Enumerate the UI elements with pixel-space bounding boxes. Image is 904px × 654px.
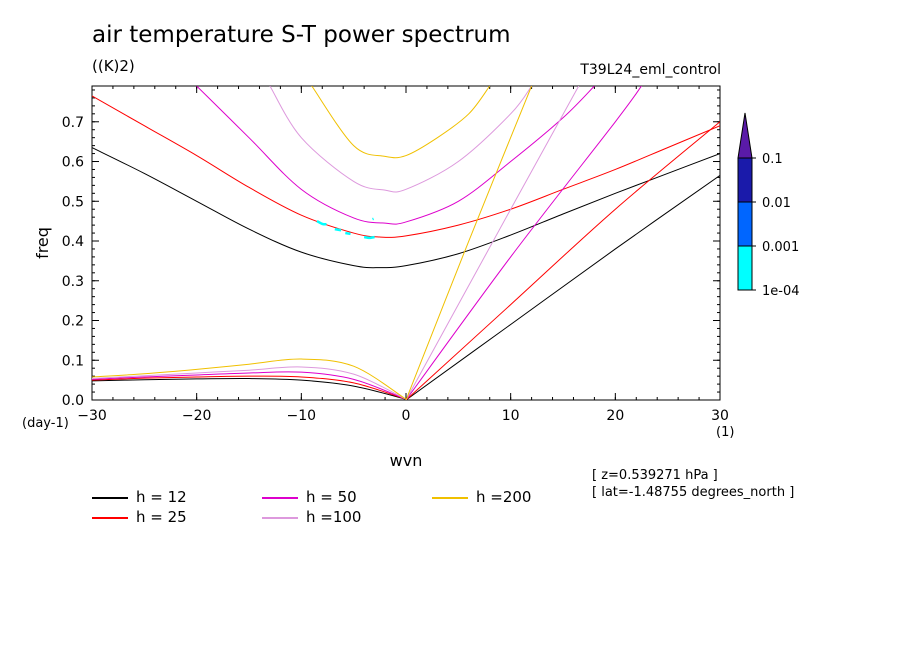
y-tick-label: 0.7 [62,115,84,131]
info-level: [ z=0.539271 hPa ] [592,468,718,483]
colorbar-segment [737,245,753,291]
info-latitude: [ lat=-1.48755 degrees_north ] [592,485,795,500]
dispersion-curve-lower [92,371,407,400]
legend-label: h = 25 [136,508,187,526]
legend-item: h = 25 [92,508,242,528]
wvn-unit-label: (1) [716,425,735,440]
contour-patch [363,235,375,240]
contour-patch [345,231,351,236]
dispersion-curve-kelvin [405,86,642,400]
colorbar-segment [737,157,753,203]
y-tick-label: 0.5 [62,194,84,210]
legend-item: h =100 [262,508,412,528]
dispersion-curve-kelvin [405,175,720,400]
legend-item: h = 50 [262,488,412,508]
freq-unit-label: (day-1) [22,416,69,431]
legend-swatch [92,517,128,519]
legend-label: h =200 [476,488,532,506]
dispersion-curve-kelvin [405,86,533,400]
colorbar-label: 0.01 [762,196,791,211]
y-tick-label: 0.0 [62,393,84,409]
y-tick-label: 0.1 [62,353,84,369]
x-tick-label: 10 [502,408,520,424]
dispersion-curve-upper [92,147,720,269]
dispersion-curve-lower [92,375,407,400]
dispersion-curve-kelvin [405,86,580,400]
x-tick-label: −20 [182,408,212,424]
dispersion-curve-lower [92,366,407,400]
y-tick-label: 0.4 [62,234,84,250]
colorbar-label: 0.001 [762,240,799,255]
legend-label: h = 12 [136,488,187,506]
y-axis-label: freq [33,227,52,259]
legend-swatch [262,517,298,519]
dispersion-curve-upper [311,86,491,159]
legend-swatch [262,497,298,499]
y-tick-label: 0.2 [62,314,84,330]
x-tick-label: −30 [77,408,107,424]
legend-item: h = 12 [92,488,242,508]
x-tick-label: 30 [711,408,729,424]
colorbar-triangle [737,112,753,159]
legend-label: h = 50 [306,488,357,506]
y-tick-label: 0.6 [62,155,84,171]
dispersion-curve-upper [92,95,720,238]
x-tick-label: −10 [287,408,317,424]
dispersion-curve-lower [92,377,407,400]
y-tick-label: 0.3 [62,274,84,290]
x-axis-label: wvn [390,451,423,470]
contour-patch [334,227,342,232]
plot-area [92,86,720,400]
legend-swatch [92,497,128,499]
plot-frame [91,85,721,401]
chart-title: air temperature S-T power spectrum [92,22,511,48]
dispersion-curve-kelvin [405,121,720,400]
colorbar-label: 1e-04 [762,284,800,299]
run-label: T39L24_eml_control [580,62,721,78]
legend-swatch [432,497,468,499]
dispersion-curve-lower [92,358,407,400]
legend-label: h =100 [306,508,362,526]
dispersion-curve-upper [196,86,595,225]
colorbar-segment [737,201,753,247]
legend-item: h =200 [432,488,582,508]
units-label: ((K)2) [92,57,135,75]
x-tick-label: 0 [402,408,411,424]
contour-patch [316,220,327,226]
dispersion-curve-upper [269,86,532,193]
x-tick-label: 20 [606,408,624,424]
colorbar-label: 0.1 [762,152,783,167]
